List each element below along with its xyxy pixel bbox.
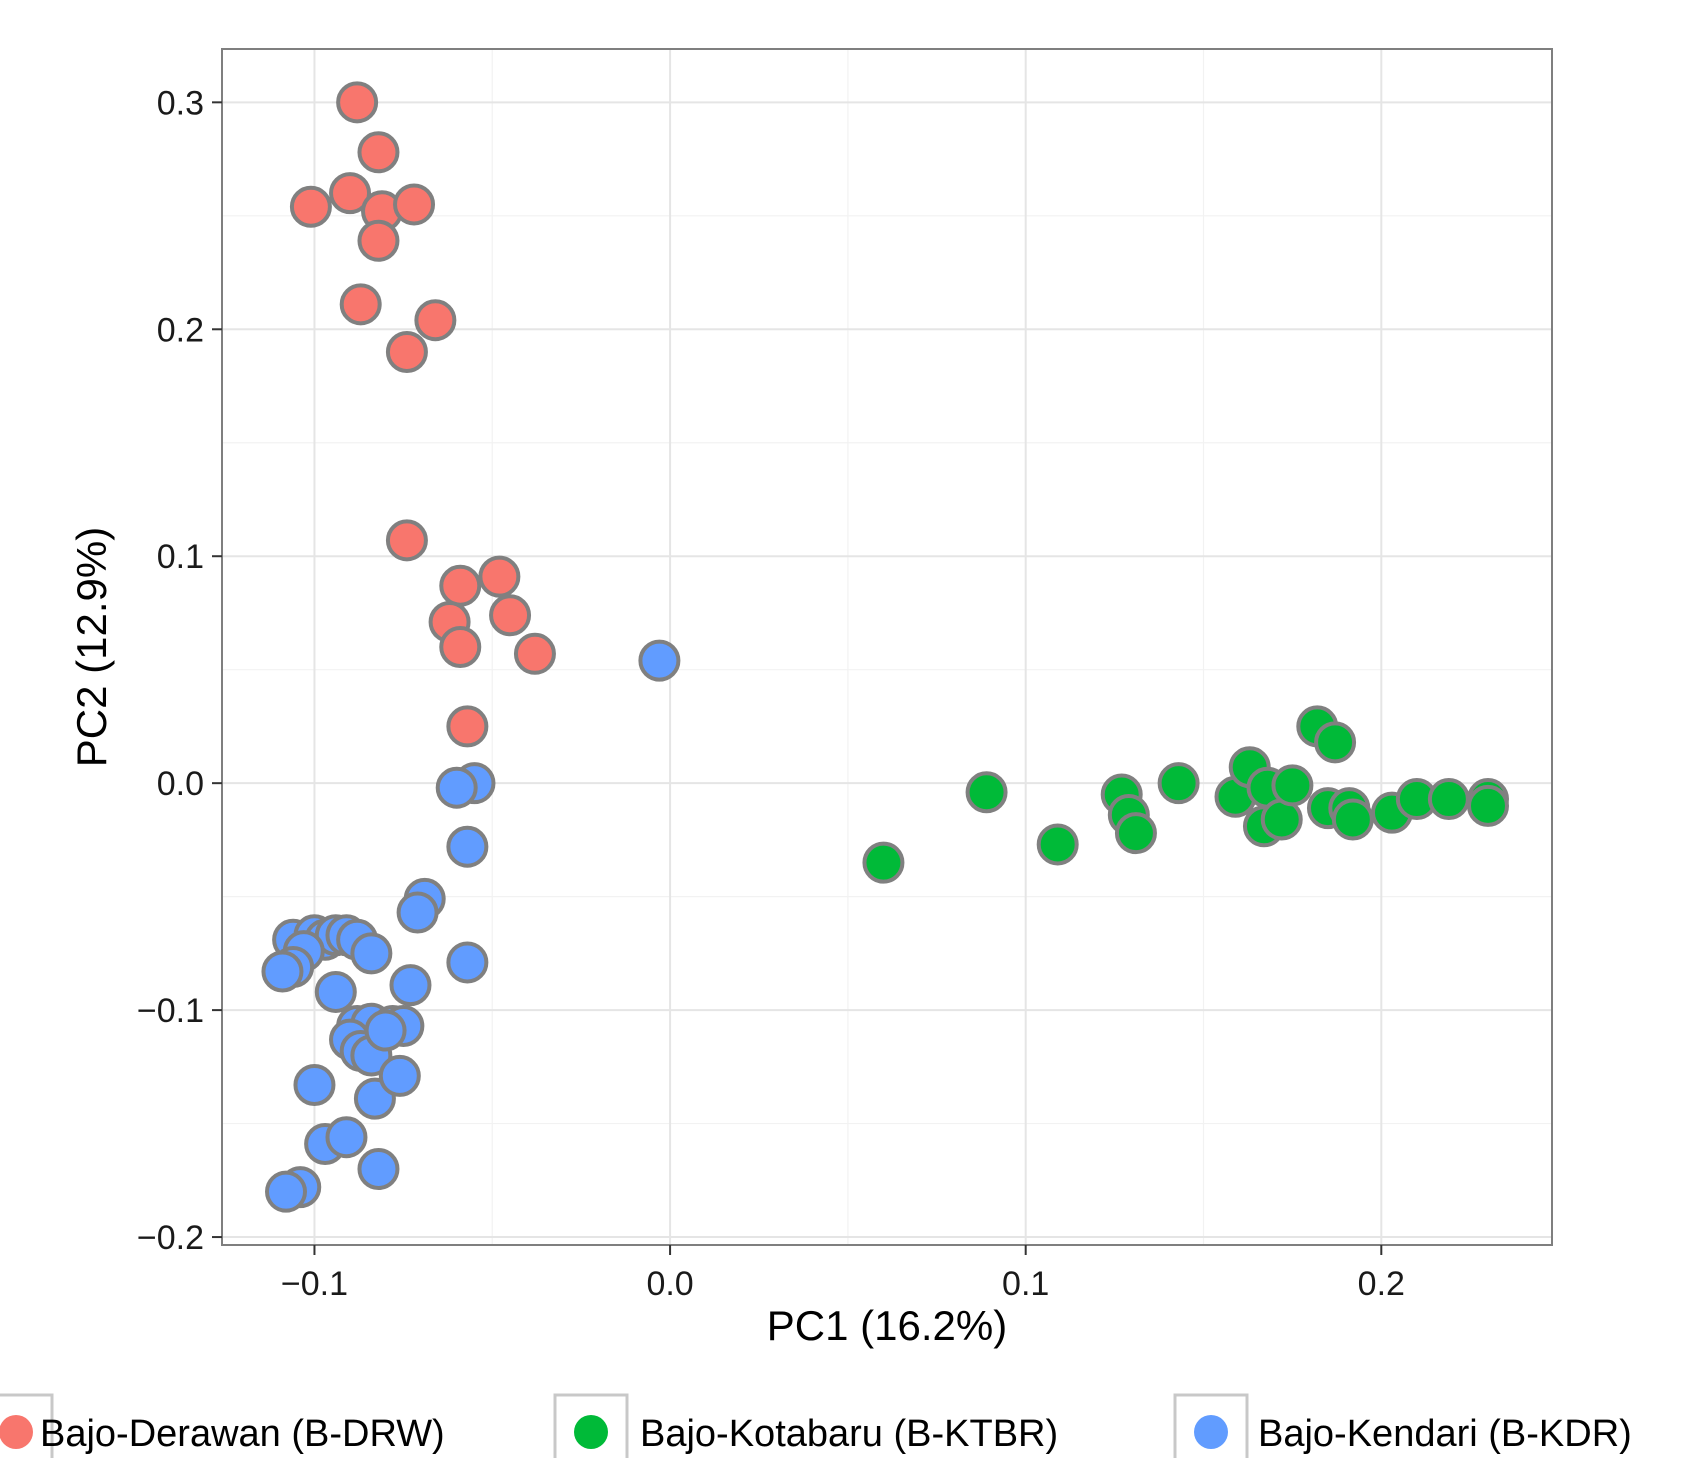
y-axis-title: PC2 (12.9%) xyxy=(68,527,115,767)
data-point xyxy=(1427,778,1470,821)
legend-item: Bajo-Derawan (B-DRW) xyxy=(0,1393,445,1458)
data-point xyxy=(378,1054,421,1097)
data-point xyxy=(446,941,489,984)
data-point xyxy=(1114,812,1157,855)
x-tick-label: 0.2 xyxy=(1358,1265,1405,1303)
data-point xyxy=(446,825,489,868)
legend-key-marker xyxy=(574,1415,608,1449)
data-point xyxy=(396,891,439,934)
data-point xyxy=(439,564,482,607)
data-point xyxy=(289,185,332,228)
y-tick-label: 0.3 xyxy=(157,84,204,122)
x-tick-label: −0.1 xyxy=(281,1265,348,1303)
data-point xyxy=(489,594,532,637)
y-tick-label: 0.2 xyxy=(157,311,204,349)
legend-label: Bajo-Kendari (B-KDR) xyxy=(1258,1413,1632,1455)
y-tick-label: −0.2 xyxy=(137,1219,204,1257)
data-point xyxy=(385,330,428,373)
legend-key-marker xyxy=(0,1415,33,1449)
data-point xyxy=(357,219,400,262)
data-point xyxy=(339,283,382,326)
legend-label: Bajo-Kotabaru (B-KTBR) xyxy=(640,1413,1058,1455)
data-point xyxy=(638,639,681,682)
data-point xyxy=(1036,823,1079,866)
legend-label: Bajo-Derawan (B-DRW) xyxy=(40,1413,445,1455)
data-point xyxy=(478,555,521,598)
axis-ticks xyxy=(212,101,1383,1255)
y-tick-label: 0.0 xyxy=(157,765,204,803)
data-point xyxy=(435,766,478,809)
data-point xyxy=(965,771,1008,814)
legend-item: Bajo-Kendari (B-KDR) xyxy=(1173,1393,1632,1458)
data-point xyxy=(261,950,304,993)
data-point xyxy=(439,626,482,668)
data-point xyxy=(1314,721,1357,764)
data-point xyxy=(314,970,357,1013)
data-point xyxy=(1271,764,1314,807)
y-tick-label: 0.1 xyxy=(157,538,204,576)
legend-key-marker xyxy=(1194,1415,1228,1449)
data-point xyxy=(1157,762,1200,805)
data-point xyxy=(357,1147,400,1190)
data-point xyxy=(336,81,379,124)
x-tick-label: 0.0 xyxy=(646,1265,693,1303)
data-point xyxy=(513,632,556,675)
data-point xyxy=(393,183,436,226)
data-point xyxy=(862,841,905,884)
data-point xyxy=(1331,798,1374,841)
data-point xyxy=(414,299,457,342)
data-point xyxy=(389,964,432,1007)
x-axis-title: PC1 (16.2%) xyxy=(767,1302,1007,1349)
data-point xyxy=(350,932,393,975)
x-tick-label: 0.1 xyxy=(1002,1265,1049,1303)
axis-tick-labels: −0.1 0.0 0.1 0.2 −0.2 −0.1 0.0 0.1 0.2 0.3 xyxy=(137,84,1405,1303)
data-point xyxy=(357,131,400,174)
data-point xyxy=(446,705,489,748)
data-point xyxy=(329,172,372,215)
data-points xyxy=(261,81,1509,1213)
data-point xyxy=(385,519,428,562)
data-point xyxy=(1466,784,1509,827)
legend-item: Bajo-Kotabaru (B-KTBR) xyxy=(553,1393,1058,1458)
data-point xyxy=(364,1009,407,1052)
plot-panel-border xyxy=(221,48,1553,1246)
y-tick-label: −0.1 xyxy=(137,992,204,1030)
major-gridlines xyxy=(222,49,1552,1245)
legend: Bajo-Derawan (B-DRW) Bajo-Kotabaru (B-KTB… xyxy=(0,1393,1632,1458)
data-point xyxy=(325,1116,368,1159)
data-point xyxy=(293,1064,336,1107)
data-point xyxy=(265,1170,308,1213)
